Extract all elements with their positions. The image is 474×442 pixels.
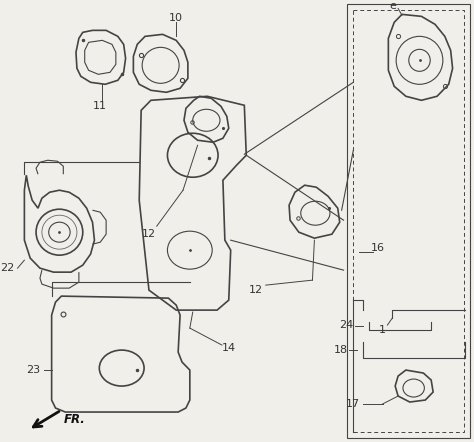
Text: 10: 10	[169, 13, 183, 23]
Text: 14: 14	[222, 343, 236, 353]
Bar	[347, 4, 470, 438]
Text: 1: 1	[378, 325, 385, 335]
Text: 16: 16	[371, 243, 385, 253]
Text: 12: 12	[142, 229, 156, 239]
Text: 24: 24	[339, 320, 353, 330]
Text: 17: 17	[346, 399, 360, 409]
Text: 12: 12	[249, 285, 263, 295]
Bar	[353, 10, 464, 432]
Text: e: e	[389, 1, 396, 11]
Text: 23: 23	[26, 365, 40, 375]
Text: 11: 11	[93, 101, 107, 111]
Text: FR.: FR.	[64, 413, 85, 426]
Text: 22: 22	[0, 263, 15, 273]
Text: 18: 18	[333, 345, 347, 355]
